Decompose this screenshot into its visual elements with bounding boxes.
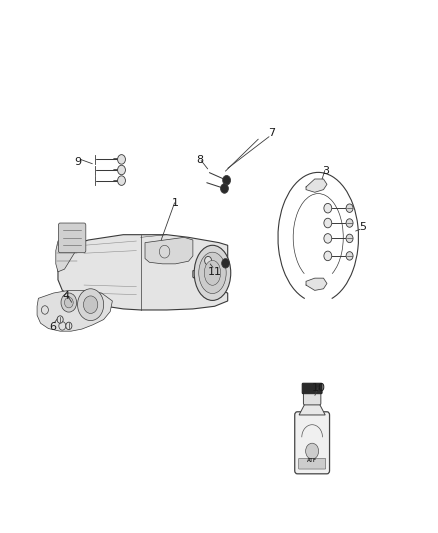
Circle shape [346, 204, 353, 213]
Polygon shape [37, 290, 113, 331]
Circle shape [306, 443, 319, 459]
Circle shape [221, 184, 228, 193]
FancyBboxPatch shape [58, 223, 86, 253]
Ellipse shape [199, 252, 226, 294]
Circle shape [117, 165, 125, 175]
Circle shape [117, 176, 125, 185]
Polygon shape [56, 237, 78, 272]
Circle shape [83, 296, 98, 313]
Circle shape [346, 252, 353, 260]
Polygon shape [306, 278, 327, 290]
Circle shape [57, 316, 63, 323]
Text: 3: 3 [322, 166, 329, 176]
Polygon shape [145, 237, 193, 264]
Circle shape [324, 218, 332, 228]
Polygon shape [306, 179, 327, 192]
Circle shape [205, 256, 212, 265]
Text: 6: 6 [49, 322, 56, 333]
Circle shape [223, 175, 230, 185]
Text: ATF: ATF [307, 458, 317, 463]
Text: 1: 1 [172, 198, 179, 208]
Circle shape [346, 234, 353, 243]
Circle shape [324, 233, 332, 243]
Circle shape [324, 204, 332, 213]
Circle shape [64, 297, 73, 308]
Ellipse shape [194, 245, 231, 301]
Text: 7: 7 [268, 128, 275, 138]
Circle shape [346, 219, 353, 227]
Circle shape [117, 155, 125, 164]
Circle shape [222, 259, 230, 268]
Ellipse shape [204, 261, 221, 285]
Circle shape [78, 289, 104, 320]
Text: 5: 5 [359, 222, 366, 232]
FancyBboxPatch shape [299, 458, 325, 469]
Circle shape [61, 293, 77, 312]
FancyBboxPatch shape [304, 391, 321, 405]
Text: 8: 8 [196, 156, 203, 165]
Text: 9: 9 [74, 157, 81, 166]
Circle shape [66, 322, 72, 329]
Polygon shape [58, 235, 228, 310]
FancyBboxPatch shape [302, 383, 322, 394]
Polygon shape [299, 403, 325, 415]
Text: 11: 11 [208, 267, 222, 277]
FancyBboxPatch shape [295, 412, 329, 474]
Text: 10: 10 [312, 383, 326, 393]
Text: 4: 4 [62, 290, 69, 301]
Circle shape [324, 251, 332, 261]
